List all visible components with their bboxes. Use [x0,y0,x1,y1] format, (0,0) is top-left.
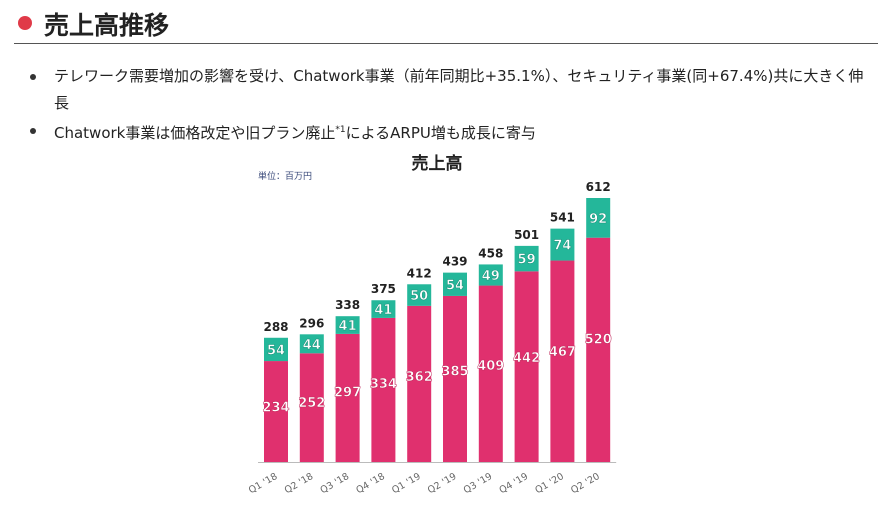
x-tick-label: Q4 '18 [354,471,387,496]
bars-group: 234 54 288 Q1 '18 252 44 296 Q2 '18 297 41 338 Q3 '… [247,180,612,496]
data-label-top: 59 [518,253,536,268]
bar-segment-bottom [264,361,288,462]
x-tick-label: Q1 '18 [247,471,280,496]
data-label-total: 541 [550,211,575,225]
data-label-bottom: 234 [262,400,289,415]
data-label-bottom: 334 [370,377,397,392]
bar-segment-top [586,198,611,238]
data-label-top: 74 [553,239,571,254]
bar-segment-bottom [335,333,360,462]
bar-segment-top [478,264,503,286]
data-label-bottom: 409 [477,359,504,374]
data-label-total: 501 [514,228,539,242]
x-tick-label: Q2 '20 [569,471,602,496]
chart-title: 売上高 [412,153,463,174]
data-label-bottom: 385 [441,365,468,380]
bar-segment-top [299,334,324,354]
data-label-top: 49 [482,269,500,284]
bar-segment-bottom [550,260,575,462]
bullet-text: テレワーク需要増加の影響を受け、Chatwork事業（前年同期比+35.1%）、… [54,67,864,112]
bar-segment-bottom [586,237,611,462]
page-title: 売上高推移 [44,11,170,40]
chart-unit-label: 単位：百万円 [258,170,312,182]
data-label-total: 296 [299,316,324,330]
data-label-top: 92 [589,212,607,227]
bullet-list: テレワーク需要増加の影響を受け、Chatwork事業（前年同期比+35.1%）、… [30,63,875,147]
data-label-bottom: 442 [513,351,540,366]
bullet-text: Chatwork事業は価格改定や旧プラン廃止 [54,124,336,142]
data-label-top: 54 [267,343,285,358]
title-bar: 売上高推移 [14,4,878,44]
data-label-total: 338 [335,298,360,312]
title-divider [14,43,878,44]
data-label-top: 44 [303,338,321,353]
bullet-text-continued: によるARPU増も成長に寄与 [345,124,536,142]
x-tick-label: Q1 '19 [390,471,423,496]
data-label-total: 375 [371,282,396,296]
data-label-top: 50 [410,289,428,304]
bar-segment-bottom [299,353,324,462]
bar-segment-bottom [478,285,503,462]
title-marker-icon [18,16,32,30]
x-tick-label: Q3 '19 [462,471,495,496]
data-label-top: 41 [339,319,357,334]
bar-segment-bottom [371,317,396,462]
data-label-total: 612 [586,180,611,194]
data-label-bottom: 297 [334,386,361,401]
data-label-bottom: 252 [298,396,325,411]
footnote-marker: *1 [335,125,346,135]
data-label-bottom: 520 [585,333,612,348]
data-label-bottom: 467 [549,345,576,360]
bar-segment-top [407,284,432,306]
bar-segment-top [550,228,575,261]
x-tick-label: Q1 '20 [533,471,566,496]
data-label-top: 41 [374,303,392,318]
bar-segment-top [264,337,288,362]
bullet-dot-icon [30,74,36,80]
data-label-bottom: 362 [406,370,433,385]
x-tick-label: Q2 '18 [283,471,316,496]
bullet-dot-icon [30,128,36,134]
x-tick-label: Q4 '19 [498,471,531,496]
bullet-item: Chatwork事業は価格改定や旧プラン廃止*1によるARPU増も成長に寄与 [30,117,875,147]
bar-segment-top [443,272,467,296]
x-tick-label: Q2 '19 [426,471,459,496]
bar-segment-bottom [514,271,539,462]
x-tick-label: Q3 '18 [319,471,352,496]
bullet-item: テレワーク需要増加の影響を受け、Chatwork事業（前年同期比+35.1%）、… [30,63,875,117]
data-label-total: 458 [478,246,503,260]
bar-segment-top [514,245,539,272]
data-label-total: 412 [407,266,432,280]
data-label-top: 54 [446,278,464,293]
bar-segment-top [371,300,396,318]
bar-segment-bottom [443,295,467,462]
data-label-total: 288 [263,320,288,334]
bar-segment-bottom [407,305,432,462]
data-label-total: 439 [442,255,467,269]
bar-segment-top [335,316,360,334]
